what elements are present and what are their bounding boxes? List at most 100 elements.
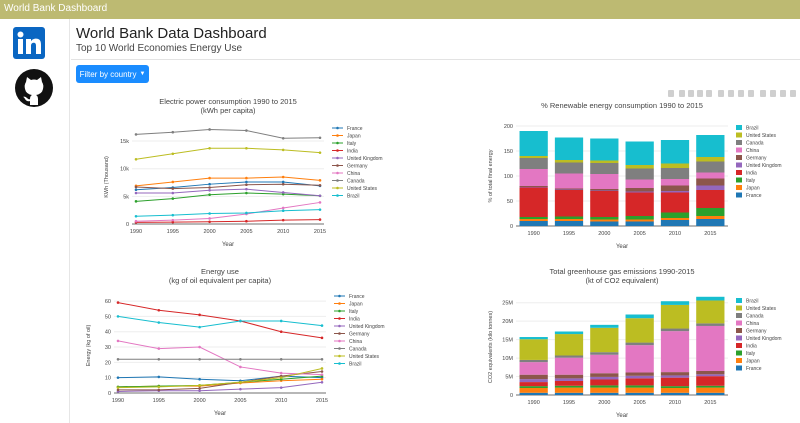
filter-button-label: Filter by country bbox=[79, 69, 137, 79]
x-tick-label: 2005 bbox=[240, 229, 252, 235]
legend-label: United Kingdom bbox=[746, 336, 782, 342]
data-point bbox=[134, 188, 138, 192]
bar-segment-brazil bbox=[625, 141, 654, 165]
y-axis-title: % of total final energy bbox=[488, 149, 494, 202]
legend-label: France bbox=[347, 126, 363, 132]
app-title: World Bank Dashboard bbox=[4, 3, 108, 14]
bar-segment-france bbox=[625, 221, 654, 226]
data-point bbox=[198, 389, 201, 393]
legend-swatch bbox=[736, 132, 742, 138]
hover-closest-icon[interactable] bbox=[770, 90, 776, 97]
lasso-select-icon[interactable] bbox=[706, 90, 712, 97]
bar-segment-italy bbox=[660, 212, 690, 218]
zoom-out-icon[interactable] bbox=[728, 90, 734, 97]
legend-marker bbox=[336, 179, 339, 182]
y-tick-label: 10 bbox=[105, 376, 111, 382]
bar-segment-brazil bbox=[696, 296, 725, 301]
data-point bbox=[116, 376, 120, 379]
data-point bbox=[245, 211, 248, 215]
data-point bbox=[318, 218, 322, 221]
bar-segment-canada bbox=[590, 163, 619, 174]
bar-segment-china bbox=[625, 179, 654, 188]
bar-segment-united-states bbox=[519, 156, 548, 158]
linkedin-icon[interactable] bbox=[13, 27, 45, 64]
x-tick-label: 1995 bbox=[167, 229, 179, 235]
bar-segment-italy bbox=[660, 386, 690, 388]
bar-segment-united-states bbox=[696, 157, 725, 162]
box-select-icon[interactable] bbox=[697, 90, 703, 97]
data-point bbox=[171, 180, 175, 184]
bar-segment-united-states bbox=[660, 304, 690, 329]
legend-label: France bbox=[746, 193, 762, 199]
bar-segment-japan bbox=[625, 387, 654, 393]
x-tick-label: 1990 bbox=[528, 231, 540, 237]
legend-swatch bbox=[736, 343, 742, 348]
bar-segment-india bbox=[696, 376, 725, 386]
legend-label: United States bbox=[746, 306, 777, 312]
bar-segment-brazil bbox=[519, 131, 548, 156]
data-point bbox=[208, 212, 211, 215]
legend-label: India bbox=[746, 171, 757, 177]
data-point bbox=[198, 313, 201, 317]
data-point bbox=[157, 375, 161, 379]
y-tick-label: 0 bbox=[510, 224, 513, 230]
bar-segment-china bbox=[554, 173, 584, 189]
legend-swatch bbox=[736, 298, 742, 303]
data-point bbox=[281, 136, 285, 140]
legend-marker bbox=[336, 194, 339, 197]
y-axis-title: KWh (Thousand) bbox=[104, 156, 110, 198]
autoscale-icon[interactable] bbox=[738, 90, 744, 97]
y-tick-label: 20 bbox=[105, 360, 111, 366]
chart-modebar bbox=[668, 89, 796, 99]
data-point bbox=[320, 377, 324, 381]
github-icon[interactable] bbox=[15, 69, 53, 112]
bar-segment-united-kingdom bbox=[554, 378, 584, 381]
x-tick-label: 2010 bbox=[277, 229, 289, 235]
pan-icon[interactable] bbox=[688, 90, 694, 97]
electric-power-chart[interactable]: Electric power consumption 1990 to 2015(… bbox=[80, 96, 383, 256]
legend-label: China bbox=[746, 148, 759, 154]
legend-marker bbox=[338, 294, 341, 298]
data-point bbox=[134, 191, 138, 195]
plotly-logo-icon[interactable] bbox=[790, 90, 796, 97]
legend-swatch bbox=[736, 358, 742, 363]
legend-swatch bbox=[736, 320, 742, 326]
camera-icon[interactable] bbox=[668, 90, 674, 97]
bar-segment-india bbox=[590, 191, 619, 217]
energy-use-chart[interactable]: Energy use (kg of oil equivalent per capi… bbox=[80, 266, 385, 417]
bar-segment-france bbox=[696, 219, 725, 226]
hover-compare-icon[interactable] bbox=[780, 90, 786, 97]
bar-segment-united-kingdom bbox=[519, 379, 548, 383]
data-point bbox=[320, 357, 324, 361]
legend-marker bbox=[338, 347, 341, 350]
bar-segment-brazil bbox=[625, 314, 654, 319]
bar-segment-brazil bbox=[590, 138, 619, 161]
bar-segment-italy bbox=[696, 385, 725, 388]
legend-label: India bbox=[349, 317, 360, 323]
zoom-icon[interactable] bbox=[679, 90, 685, 97]
x-tick-label: 1995 bbox=[563, 400, 575, 406]
data-point bbox=[320, 336, 324, 340]
legend-swatch bbox=[736, 185, 742, 190]
data-point bbox=[198, 387, 201, 390]
bar-segment-china bbox=[590, 174, 619, 189]
bar-segment-japan bbox=[590, 219, 619, 222]
data-point bbox=[116, 315, 120, 318]
energy-svg: Energy use(kg of oil equivalent per capi… bbox=[86, 267, 385, 417]
renewable-energy-chart[interactable]: % Renewable energy consumption 1990 to 2… bbox=[480, 96, 790, 256]
bar-segment-canada bbox=[696, 161, 725, 173]
x-axis-title: Year bbox=[214, 411, 226, 417]
zoom-in-icon[interactable] bbox=[718, 90, 724, 97]
y-tick-label: 10k bbox=[120, 167, 129, 173]
data-point bbox=[208, 217, 211, 220]
spike-lines-icon[interactable] bbox=[760, 90, 766, 97]
y-tick-label: 5k bbox=[123, 194, 129, 200]
bar-segment-united-kingdom bbox=[590, 376, 619, 380]
legend-label: Italy bbox=[349, 309, 359, 315]
greenhouse-gas-chart[interactable]: Total greenhouse gas emissions 1990-2015… bbox=[480, 266, 790, 419]
x-tick-label: 2010 bbox=[669, 400, 681, 406]
bar-segment-united-states bbox=[554, 160, 584, 163]
filter-by-country-button[interactable]: Filter by country ▼ bbox=[76, 65, 149, 83]
header-divider bbox=[71, 59, 800, 60]
reset-axes-icon[interactable] bbox=[748, 90, 754, 97]
